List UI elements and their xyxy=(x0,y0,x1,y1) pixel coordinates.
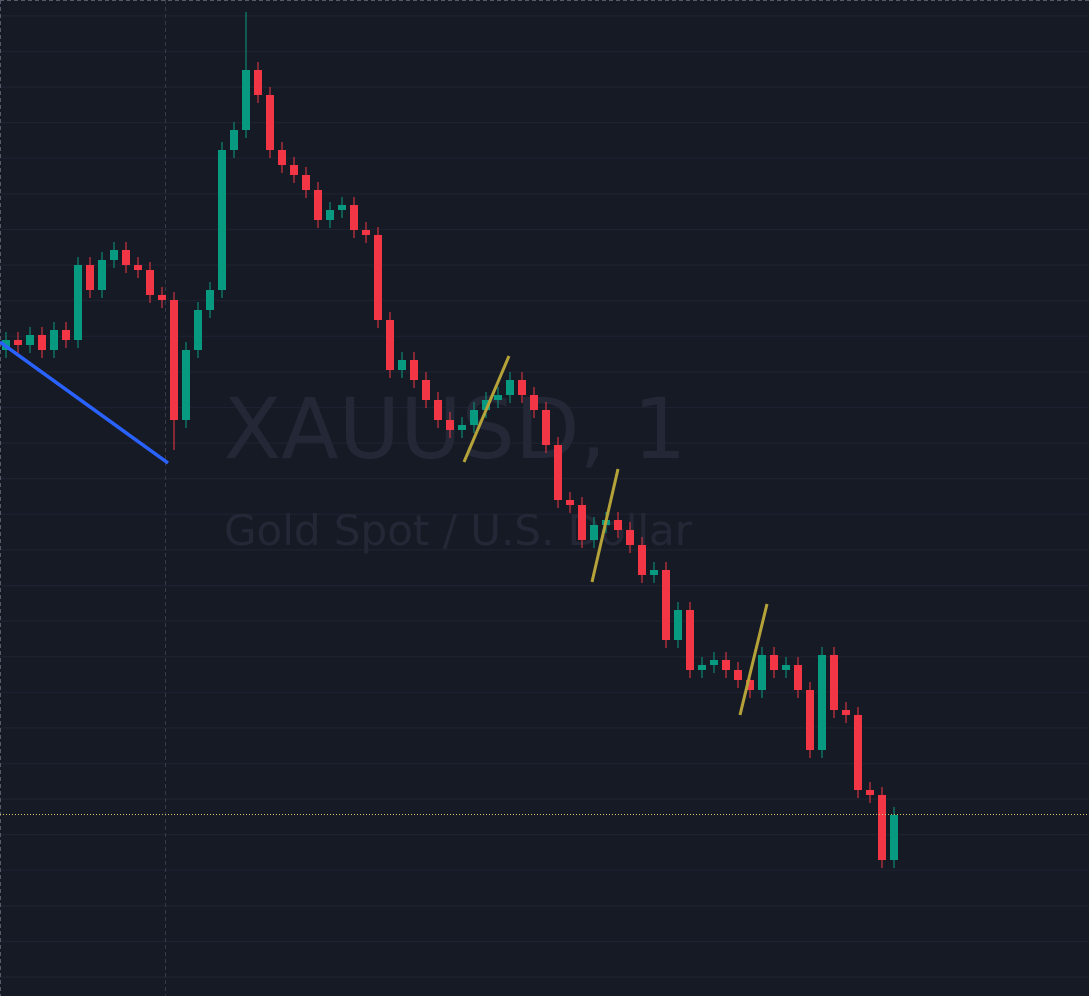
candle-body xyxy=(554,445,562,500)
candle-body xyxy=(542,410,550,445)
candle-body xyxy=(734,670,742,680)
candle-body xyxy=(566,500,574,505)
candle-body xyxy=(74,265,82,340)
candle-body xyxy=(578,505,586,540)
candle-body xyxy=(374,235,382,320)
candle-body xyxy=(338,205,346,210)
watermark-subtitle: Gold Spot / U.S. Dollar xyxy=(224,506,693,555)
candles xyxy=(2,12,898,868)
candle-body xyxy=(686,610,694,670)
trend-line xyxy=(738,603,769,716)
candle-body xyxy=(626,530,634,545)
candle-body xyxy=(86,265,94,290)
candle-body xyxy=(890,815,898,860)
candle-body xyxy=(494,395,502,400)
candle-body xyxy=(434,400,442,420)
candle-body xyxy=(674,610,682,640)
candle-body xyxy=(698,665,706,670)
candle-body xyxy=(386,320,394,370)
candle-body xyxy=(662,570,670,640)
candle-body xyxy=(506,380,514,395)
candle-body xyxy=(110,250,118,260)
candle-body xyxy=(638,545,646,575)
candle-body xyxy=(722,660,730,670)
candle-body xyxy=(710,660,718,665)
candle-body xyxy=(758,655,766,690)
candle-body xyxy=(218,150,226,290)
candle-body xyxy=(842,710,850,715)
candle-body xyxy=(50,330,58,350)
candle-body xyxy=(350,205,358,230)
candle-body xyxy=(14,340,22,345)
candle-body xyxy=(146,270,154,295)
candle-body xyxy=(302,175,310,190)
candle-body xyxy=(446,420,454,430)
candle-body xyxy=(650,570,658,575)
candle-body xyxy=(794,665,802,690)
candle-body xyxy=(326,210,334,220)
candle-body xyxy=(830,655,838,710)
candle-body xyxy=(362,230,370,235)
candle-body xyxy=(518,380,526,395)
candle-body xyxy=(878,795,886,860)
watermark-title: XAUUSD, 1 xyxy=(224,380,687,478)
candle-body xyxy=(98,260,106,290)
candle-body xyxy=(38,335,46,350)
candle-body xyxy=(458,425,466,430)
candle-body xyxy=(254,70,262,95)
candle-body xyxy=(134,265,142,270)
candle-body xyxy=(158,295,166,300)
candle-body xyxy=(290,165,298,175)
candle-body xyxy=(266,95,274,150)
candle-body xyxy=(782,665,790,670)
candle-body xyxy=(170,300,178,420)
candle-body xyxy=(242,70,250,130)
candle-body xyxy=(422,380,430,400)
candle-body xyxy=(314,190,322,220)
candle-body xyxy=(26,335,34,345)
candle-body xyxy=(230,130,238,150)
candle-body xyxy=(770,655,778,670)
candle-body xyxy=(746,680,754,690)
candle-body xyxy=(818,655,826,750)
trend-line xyxy=(462,355,511,463)
candle-body xyxy=(482,400,490,410)
candle-body xyxy=(194,310,202,350)
candle-body xyxy=(398,360,406,370)
candle-body xyxy=(278,150,286,165)
candle-body xyxy=(806,690,814,750)
candle-body xyxy=(410,360,418,380)
candle-body xyxy=(182,350,190,420)
candle-body xyxy=(122,250,130,265)
trend-line xyxy=(590,468,620,583)
candle-body xyxy=(206,290,214,310)
candle-body xyxy=(470,410,478,425)
candle-body xyxy=(866,790,874,795)
trend-line xyxy=(0,340,170,465)
candle-body xyxy=(62,330,70,340)
candle-body xyxy=(614,520,622,530)
candle-body xyxy=(590,525,598,540)
candle-body xyxy=(530,395,538,410)
candle-body xyxy=(854,715,862,790)
